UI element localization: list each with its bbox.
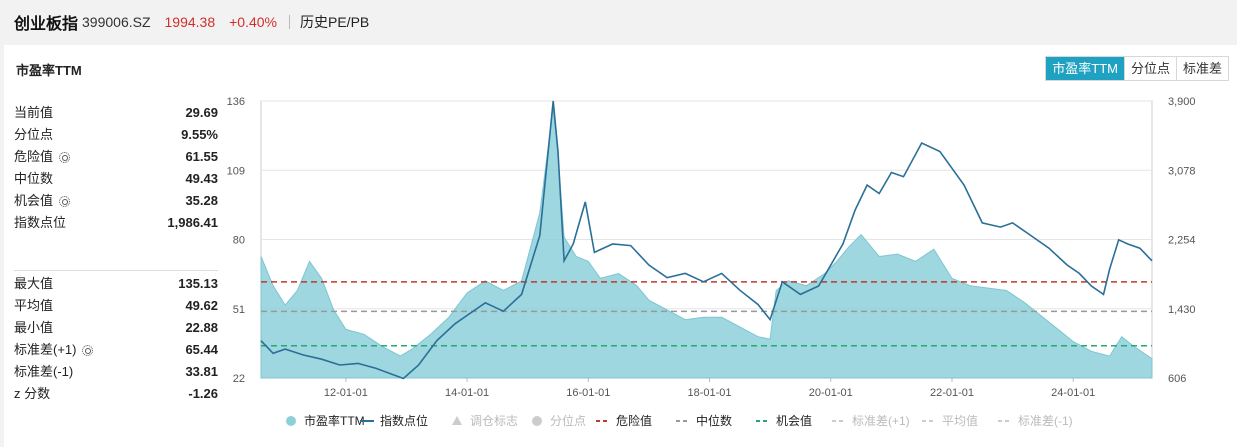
stat-value: 29.69 <box>185 105 218 120</box>
stat-label: 标准差(+1) <box>14 342 77 357</box>
index-line <box>260 100 1153 380</box>
stat-value: 22.88 <box>185 320 218 335</box>
stat-row: 标准差(+1) 65.44 <box>14 339 218 361</box>
stat-row: 分位点 9.55% <box>14 124 218 146</box>
stat-value: 1,986.41 <box>167 215 218 230</box>
y-right-tick-label: 606 <box>1168 373 1186 385</box>
index-price: 1994.38 <box>164 14 216 30</box>
y-left-tick-label: 22 <box>233 373 245 385</box>
y-left-tick-label: 136 <box>227 96 245 108</box>
stat-row: 当前值 29.69 <box>14 102 218 124</box>
stat-value: 49.62 <box>185 298 218 313</box>
stat-label: 分位点 <box>14 127 54 142</box>
stat-row: 最大值 135.13 <box>14 273 218 295</box>
gear-icon[interactable] <box>59 151 71 163</box>
stat-label: 标准差(-1) <box>14 364 74 379</box>
legend-label[interactable]: 平均值 <box>942 413 978 428</box>
tab-std-dev[interactable]: 标准差 <box>1175 57 1228 80</box>
legend-label[interactable]: 标准差(+1) <box>852 414 910 428</box>
x-tick-label: 14-01-01 <box>445 387 489 399</box>
stat-row: 最小值 22.88 <box>14 317 218 339</box>
gear-icon[interactable] <box>82 344 94 356</box>
y-left-tick-label: 80 <box>233 235 245 247</box>
stat-value: 49.43 <box>185 171 218 186</box>
stat-row: 中位数 49.43 <box>14 168 218 190</box>
stat-label: 当前值 <box>14 105 54 120</box>
stat-label-wrap: 机会值 <box>14 190 71 212</box>
stat-label: 平均值 <box>14 298 54 313</box>
x-tick-label: 20-01-01 <box>809 387 853 399</box>
stat-label-wrap: 危险值 <box>14 146 71 168</box>
stats-history: 最大值 135.13 平均值 49.62 最小值 22.88 标准差(+1) 65.44… <box>14 270 218 405</box>
stat-label: z 分数 <box>14 386 51 401</box>
x-tick-label: 12-01-01 <box>324 387 368 399</box>
stat-label: 最大值 <box>14 276 54 291</box>
legend-label[interactable]: 调仓标志 <box>470 414 518 428</box>
history-pe-pb-link[interactable]: 历史PE/PB <box>300 14 370 30</box>
stat-label-wrap: 标准差(+1) <box>14 339 94 361</box>
index-name: 创业板指 <box>14 16 79 33</box>
legend-label[interactable]: 机会值 <box>776 413 812 428</box>
stat-value: 135.13 <box>178 276 218 291</box>
legend-label[interactable]: 指数点位 <box>380 413 428 428</box>
x-tick-label: 24-01-01 <box>1051 387 1095 399</box>
stat-label: 中位数 <box>14 171 54 186</box>
x-tick-label: 22-01-01 <box>930 387 974 399</box>
stat-value: 61.55 <box>185 149 218 164</box>
y-left-tick-label: 109 <box>227 165 245 177</box>
y-right-tick-label: 3,078 <box>1168 165 1196 177</box>
metric-tabs: 市盈率TTM 分位点 标准差 <box>1045 56 1229 81</box>
x-tick-label: 18-01-01 <box>688 387 732 399</box>
y-right-tick-label: 2,254 <box>1168 235 1196 247</box>
stat-value: 35.28 <box>185 193 218 208</box>
stat-row: 指数点位 1,986.41 <box>14 212 218 234</box>
header-divider <box>289 15 290 29</box>
legend-label[interactable]: 危险值 <box>616 413 652 428</box>
stat-value: 33.81 <box>185 364 218 379</box>
stat-label: 危险值 <box>14 149 54 164</box>
stat-row: 平均值 49.62 <box>14 295 218 317</box>
stat-row: 机会值 35.28 <box>14 190 218 212</box>
index-change: +0.40% <box>229 14 277 30</box>
pe-ttm-area <box>260 108 1153 379</box>
stat-label: 最小值 <box>14 320 54 335</box>
y-right-tick-label: 1,430 <box>1168 304 1196 316</box>
panel-title: 市盈率TTM <box>16 63 82 78</box>
legend-label[interactable]: 中位数 <box>696 413 732 428</box>
legend-marker <box>532 416 542 426</box>
valuation-panel: 市盈率TTM 市盈率TTM 分位点 标准差 当前值 29.69 分位点 9.55% … <box>4 45 1237 447</box>
x-tick-label: 16-01-01 <box>566 387 610 399</box>
stats-current: 当前值 29.69 分位点 9.55% 危险值 61.55 中位数 49.43 机会值 3… <box>14 102 218 234</box>
stat-label: 机会值 <box>14 193 54 208</box>
stat-row: 标准差(-1) 33.81 <box>14 361 218 383</box>
stat-value: -1.26 <box>188 386 218 401</box>
pe-chart[interactable]: 136 3,900 109 3,078 80 2,254 51 1,430 22 606 12-01… <box>4 45 1237 447</box>
tab-pe-ttm[interactable]: 市盈率TTM <box>1046 57 1124 80</box>
header: 创业板指 399006.SZ 1994.38 +0.40% 历史PE/PB <box>0 0 1237 44</box>
stat-row: 危险值 61.55 <box>14 146 218 168</box>
y-left-tick-label: 51 <box>233 304 245 316</box>
legend-label[interactable]: 分位点 <box>550 413 586 428</box>
legend-marker <box>286 416 296 426</box>
legend-label[interactable]: 标准差(-1) <box>1018 414 1073 428</box>
stat-label: 指数点位 <box>14 215 67 230</box>
index-code: 399006.SZ <box>82 14 151 30</box>
tab-percentile[interactable]: 分位点 <box>1123 57 1176 80</box>
gear-icon[interactable] <box>59 195 71 207</box>
y-right-tick-label: 3,900 <box>1168 96 1196 108</box>
stat-value: 9.55% <box>181 127 218 142</box>
legend-label[interactable]: 市盈率TTM <box>304 413 365 428</box>
legend-marker <box>452 416 462 425</box>
stat-row: z 分数 -1.26 <box>14 383 218 405</box>
stat-value: 65.44 <box>185 342 218 357</box>
